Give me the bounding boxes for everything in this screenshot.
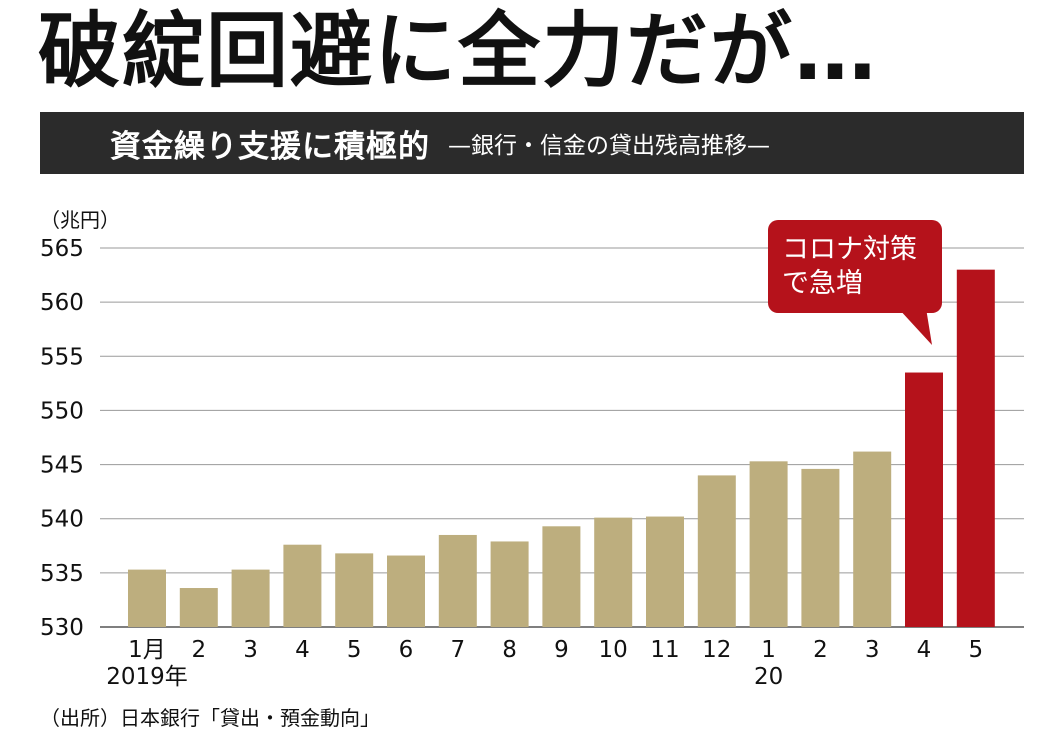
bar: [594, 517, 633, 627]
x-tick-label: 3: [865, 637, 880, 663]
callout-bubble: [768, 220, 942, 313]
bar: [490, 541, 529, 627]
source-note: （出所）日本銀行「貸出・預金動向」: [40, 706, 380, 730]
bar: [646, 516, 684, 627]
bar: [179, 588, 218, 627]
bar: [542, 526, 581, 627]
x-tick-label: 9: [554, 637, 569, 663]
y-tick-label: 530: [40, 615, 84, 641]
y-tick-label: 565: [40, 236, 84, 262]
y-tick-label: 555: [40, 344, 84, 370]
bar: [801, 468, 840, 627]
x-tick-label: 7: [450, 637, 465, 663]
x-tick-label: 6: [399, 637, 414, 663]
bar: [128, 569, 166, 627]
callout-pointer: [898, 308, 932, 345]
bar: [853, 451, 892, 627]
x-tick-label: 2: [813, 637, 828, 663]
x-tick-label: 10: [599, 637, 628, 663]
callout-text: コロナ対策: [782, 234, 917, 265]
bar: [438, 534, 477, 627]
y-tick-label: 545: [40, 453, 84, 479]
bar: [387, 555, 425, 627]
x-tick-label: 2: [191, 637, 206, 663]
callout-text: で急増: [782, 268, 863, 299]
x-tick-label: 8: [502, 637, 517, 663]
x-tick-label: 4: [295, 637, 310, 663]
headline: 破綻回避に全力だが…: [38, 4, 879, 99]
bar: [905, 372, 943, 627]
y-tick-label: 550: [40, 398, 84, 424]
y-axis-unit: （兆円）: [40, 208, 120, 232]
x-year-label: 2019年: [106, 664, 188, 690]
bar: [749, 461, 788, 627]
x-tick-label: 1月: [128, 637, 166, 663]
x-tick-label: 5: [968, 637, 983, 663]
x-tick-label: 12: [702, 637, 731, 663]
y-tick-label: 540: [40, 507, 84, 533]
x-tick-label: 1: [761, 637, 776, 663]
x-tick-label: 5: [347, 637, 362, 663]
x-year-label: 20: [754, 664, 783, 690]
bar: [956, 269, 995, 627]
x-tick-label: 4: [917, 637, 932, 663]
x-tick-label: 3: [243, 637, 258, 663]
chart-subtitle: —銀行・信金の貸出残高推移—: [448, 133, 770, 159]
x-tick-label: 11: [650, 637, 679, 663]
chart-title: 資金繰り支援に積極的: [110, 128, 430, 165]
bar: [231, 569, 270, 627]
bar: [697, 475, 736, 627]
chart-title-banner: 資金繰り支援に積極的 —銀行・信金の貸出残高推移—: [40, 112, 1024, 174]
bar: [335, 553, 374, 627]
y-tick-label: 535: [40, 561, 84, 587]
bar: [283, 544, 322, 627]
y-tick-label: 560: [40, 290, 84, 316]
